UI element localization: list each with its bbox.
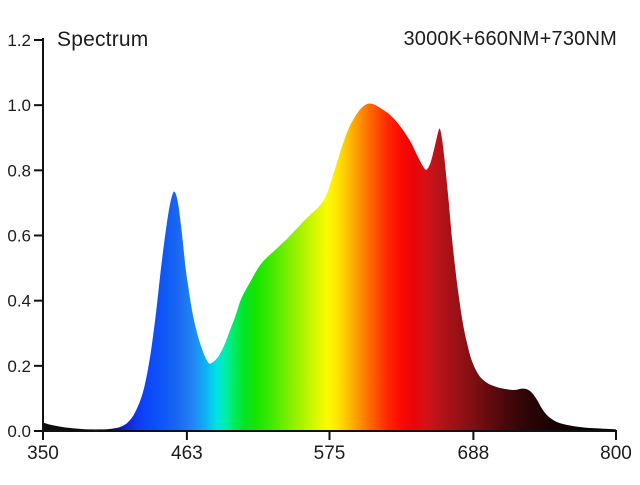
spectrum-area [43,103,616,431]
y-tick-label: 1.2 [7,31,31,50]
y-tick-label: 0.6 [7,227,31,246]
x-tick-label: 800 [600,443,632,464]
x-tick-label: 688 [458,443,490,464]
y-tick-label: 1.0 [7,96,31,115]
y-tick-label: 0.0 [7,422,31,441]
chart-title: Spectrum [57,28,149,51]
y-tick-label: 0.4 [7,292,31,311]
y-tick-label: 0.2 [7,357,31,376]
x-tick-label: 575 [314,443,346,464]
chart-annotation-label: 3000K+660NM+730NM [403,28,617,50]
x-tick-label: 463 [171,443,203,464]
y-tick-label: 0.8 [7,161,31,180]
x-tick-label: 350 [27,443,59,464]
